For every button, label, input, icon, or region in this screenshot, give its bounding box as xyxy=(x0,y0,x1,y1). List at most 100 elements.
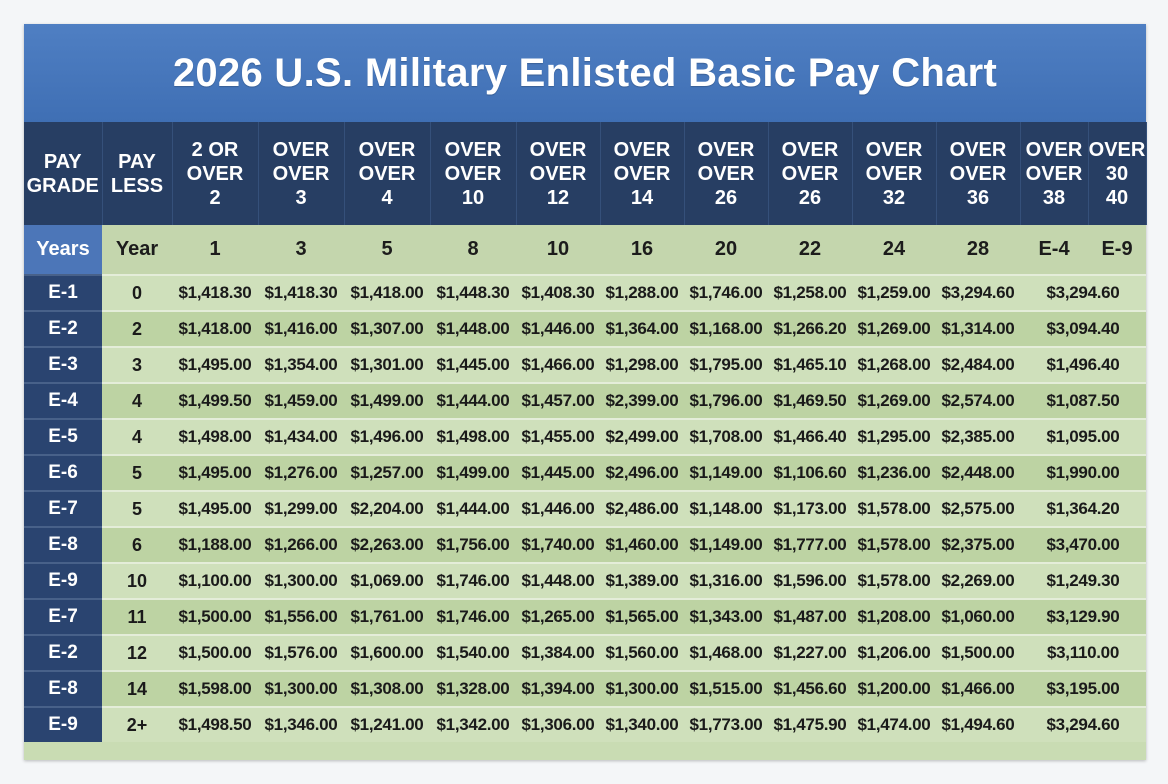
year-value: 3 xyxy=(258,225,344,275)
pay-cell: $1,796.00 xyxy=(684,382,768,419)
header-col: OVER OVER 26 xyxy=(684,122,769,225)
pay-cell: $1,448.00 xyxy=(430,310,516,347)
header-line: 3 xyxy=(295,186,307,209)
header-col: OVER OVER 14 xyxy=(600,122,685,225)
pay-cell-final: $1,990.00 xyxy=(1020,454,1146,491)
pay-cell: $1,300.00 xyxy=(258,670,344,707)
pay-cell: $1,565.00 xyxy=(600,598,684,635)
year-value: 24 xyxy=(852,225,936,275)
pay-cell: $1,469.50 xyxy=(768,382,852,419)
pay-cell: $1,276.00 xyxy=(258,454,344,491)
header-line: OVER xyxy=(613,138,671,161)
table-row: E-2 2 $1,418.00 $1,416.00 $1,307.00 $1,448.00… xyxy=(24,310,1146,347)
header-line: 2 OR xyxy=(191,138,239,161)
pay-cell: $1,498.00 xyxy=(172,418,258,455)
pay-grade-cell: E-9 xyxy=(24,562,102,599)
header-line: OVER xyxy=(865,138,923,161)
pay-cell: $1,496.00 xyxy=(344,418,430,455)
pay-grade-cell: E-5 xyxy=(24,418,102,455)
pay-cell: $2,204.00 xyxy=(344,490,430,527)
pay-cell: $1,354.00 xyxy=(258,346,344,383)
pay-cell: $1,300.00 xyxy=(600,670,684,707)
pay-cell: $1,340.00 xyxy=(600,706,684,742)
header-line: 26 xyxy=(714,186,738,209)
pay-cell: $2,486.00 xyxy=(600,490,684,527)
pay-cell: $1,474.00 xyxy=(852,706,936,742)
pay-cell: $1,173.00 xyxy=(768,490,852,527)
pay-cell: $1,578.00 xyxy=(852,562,936,599)
pay-cell: $1,148.00 xyxy=(684,490,768,527)
pay-cell: $1,408.30 xyxy=(516,274,600,311)
header-col: OVER OVER 10 xyxy=(430,122,517,225)
header-line: OVER xyxy=(358,138,416,161)
pay-cell: $1,307.00 xyxy=(344,310,430,347)
pay-cell: $1,300.00 xyxy=(258,562,344,599)
pay-cell: $1,316.00 xyxy=(684,562,768,599)
header-line: OVER xyxy=(949,162,1007,185)
pay-rows: E-1 0 $1,418.30 $1,418.30 $1,418.00 $1,448.30… xyxy=(24,274,1146,742)
year-label: Year xyxy=(102,225,172,275)
pay-cell: $1,556.00 xyxy=(258,598,344,635)
table-row: E-3 3 $1,495.00 $1,354.00 $1,301.00 $1,445.00… xyxy=(24,346,1146,383)
year-cell: 6 xyxy=(102,526,172,563)
header-line: OVER xyxy=(865,162,923,185)
header-col: OVER OVER 38 xyxy=(1020,122,1089,225)
pay-cell: $1,257.00 xyxy=(344,454,430,491)
pay-cell: $1,600.00 xyxy=(344,634,430,671)
pay-cell-final: $3,294.60 xyxy=(1020,706,1146,742)
year-value: E-4 xyxy=(1020,225,1088,275)
header-col: OVER OVER 32 xyxy=(852,122,937,225)
pay-cell: $1,069.00 xyxy=(344,562,430,599)
pay-cell: $1,227.00 xyxy=(768,634,852,671)
pay-cell: $1,795.00 xyxy=(684,346,768,383)
pay-cell: $1,460.00 xyxy=(600,526,684,563)
pay-cell: $3,294.60 xyxy=(936,274,1020,311)
table-row: E-9 10 $1,100.00 $1,300.00 $1,069.00 $1,746.0… xyxy=(24,562,1146,599)
year-cell: 4 xyxy=(102,382,172,419)
pay-cell: $1,468.00 xyxy=(684,634,768,671)
pay-cell-final: $3,195.00 xyxy=(1020,670,1146,707)
year-cell: 2+ xyxy=(102,706,172,742)
header-line: 12 xyxy=(546,186,570,209)
table-row: E-8 14 $1,598.00 $1,300.00 $1,308.00 $1,328.0… xyxy=(24,670,1146,707)
pay-cell: $1,465.10 xyxy=(768,346,852,383)
header-line: OVER xyxy=(529,162,587,185)
pay-grade-cell: E-2 xyxy=(24,310,102,347)
pay-grade-cell: E-7 xyxy=(24,598,102,635)
pay-cell-final: $3,470.00 xyxy=(1020,526,1146,563)
pay-cell: $1,265.00 xyxy=(516,598,600,635)
pay-cell: $1,295.00 xyxy=(852,418,936,455)
pay-cell: $1,168.00 xyxy=(684,310,768,347)
pay-chart: 2026 U.S. Military Enlisted Basic Pay Ch… xyxy=(24,24,1147,760)
pay-cell: $1,466.00 xyxy=(516,346,600,383)
pay-cell: $1,364.00 xyxy=(600,310,684,347)
pay-cell: $1,444.00 xyxy=(430,490,516,527)
year-value: 10 xyxy=(516,225,600,275)
pay-cell-final: $1,496.40 xyxy=(1020,346,1146,383)
pay-cell: $1,301.00 xyxy=(344,346,430,383)
header-line: OVER xyxy=(272,138,330,161)
pay-cell: $1,298.00 xyxy=(600,346,684,383)
pay-cell: $1,578.00 xyxy=(852,526,936,563)
pay-cell: $1,444.00 xyxy=(430,382,516,419)
table-row: E-7 11 $1,500.00 $1,556.00 $1,761.00 $1,746.0… xyxy=(24,598,1146,635)
header-line: OVER xyxy=(1025,162,1083,185)
year-cell: 3 xyxy=(102,346,172,383)
pay-cell-final: $1,364.20 xyxy=(1020,490,1146,527)
pay-cell: $2,375.00 xyxy=(936,526,1020,563)
pay-cell: $1,266.20 xyxy=(768,310,852,347)
pay-cell: $2,496.00 xyxy=(600,454,684,491)
table-row: E-8 6 $1,188.00 $1,266.00 $2,263.00 $1,756.00… xyxy=(24,526,1146,563)
pay-cell: $1,394.00 xyxy=(516,670,600,707)
header-line: OVER xyxy=(358,162,416,185)
pay-cell-final: $3,110.00 xyxy=(1020,634,1146,671)
header-col: OVER 30 40 xyxy=(1088,122,1147,225)
header-line: GRADE xyxy=(26,174,99,197)
header-line: 26 xyxy=(798,186,822,209)
pay-cell: $1,499.00 xyxy=(430,454,516,491)
pay-cell: $1,200.00 xyxy=(852,670,936,707)
header-line: OVER xyxy=(1025,138,1083,161)
header-line: OVER xyxy=(529,138,587,161)
header-line: 14 xyxy=(630,186,654,209)
pay-grade-cell: E-9 xyxy=(24,706,102,742)
